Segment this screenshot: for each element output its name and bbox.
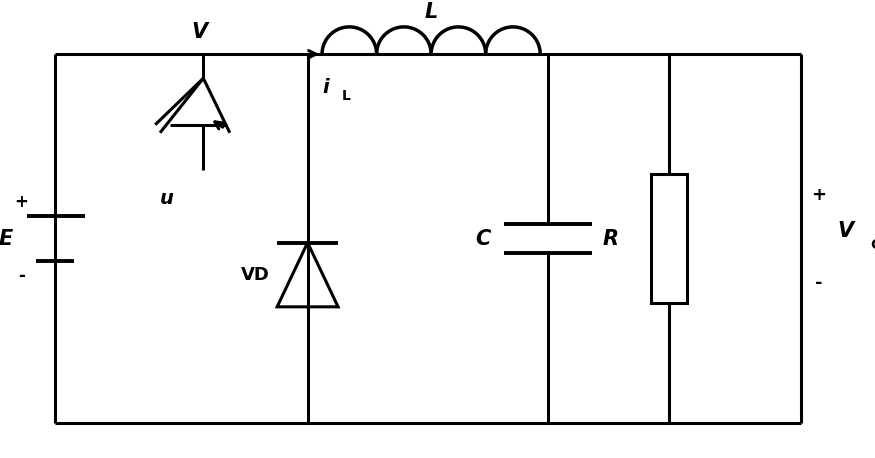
Text: +: + [811,185,826,203]
Text: u: u [160,189,174,208]
Text: E: E [0,229,12,249]
Text: L: L [341,89,350,103]
Text: VD: VD [241,266,270,284]
Text: C: C [475,229,490,249]
Text: -: - [18,267,24,284]
Text: +: + [14,193,28,211]
Text: R: R [603,229,619,249]
Text: i: i [323,78,329,98]
Text: C: C [871,238,875,252]
Text: L: L [424,2,438,22]
Text: V: V [837,221,853,240]
Bar [650,174,687,303]
Text: -: - [815,274,822,292]
Text: V: V [192,22,207,42]
